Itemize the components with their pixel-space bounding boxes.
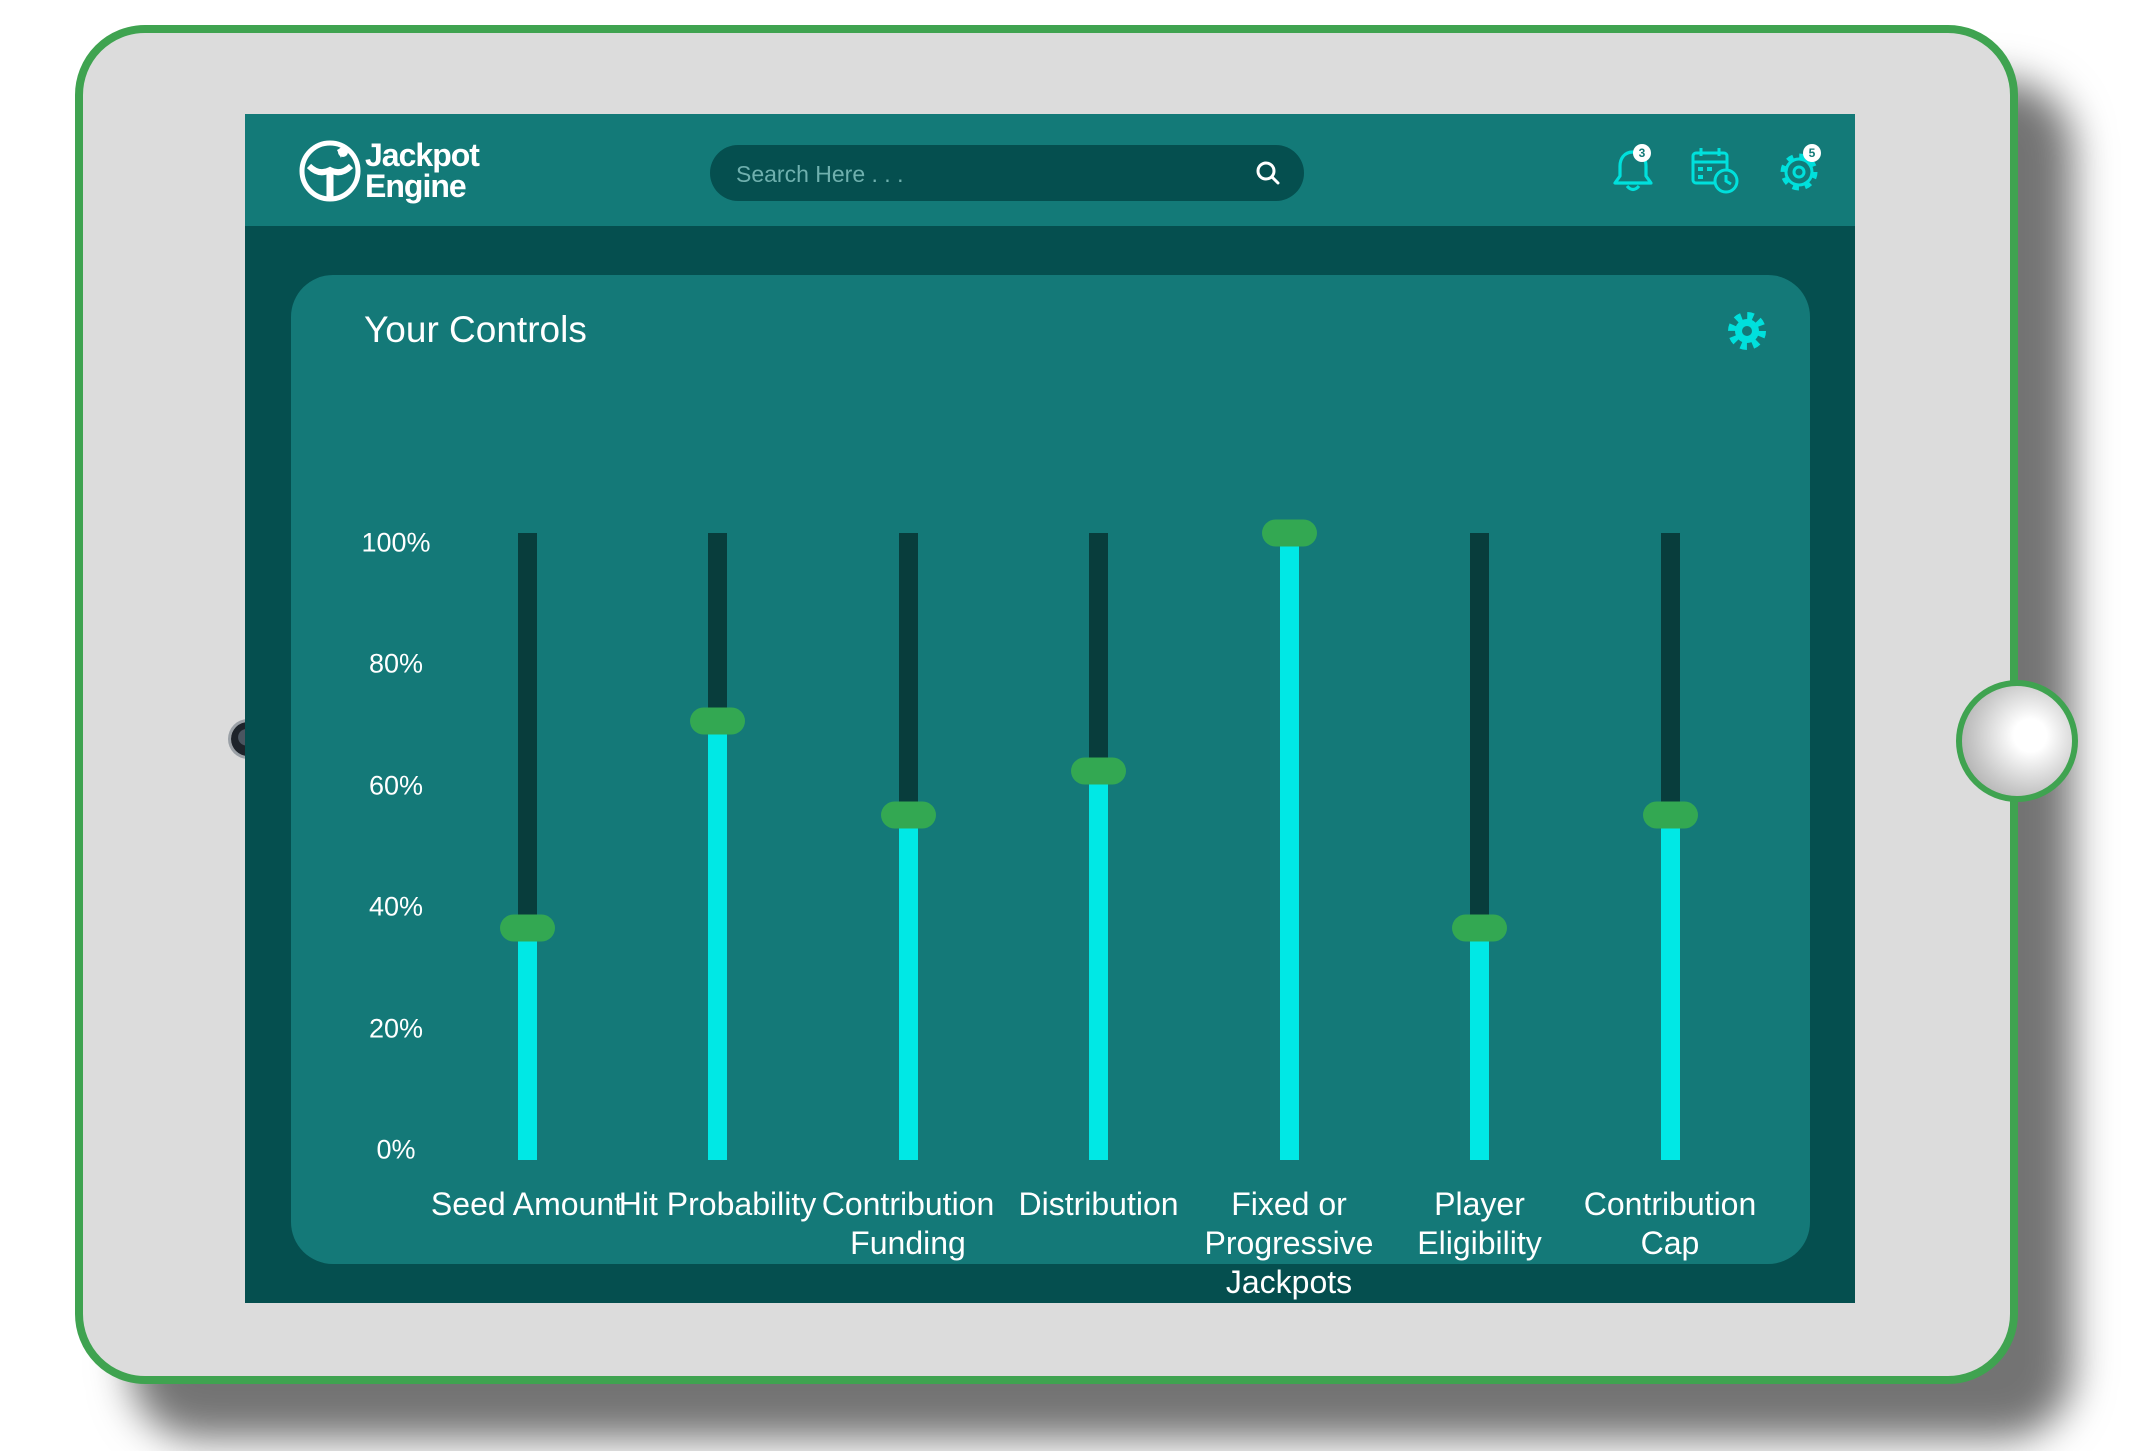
y-tick-label: 40%	[368, 891, 424, 922]
slider-label: Hit Probability	[618, 1186, 817, 1222]
slider-label: Player Eligibility	[1417, 1186, 1542, 1261]
panel-title: Your Controls	[364, 309, 587, 350]
logo-line-1: Jackpot	[365, 137, 480, 173]
slider-track[interactable]	[499, 533, 555, 1160]
calendar-clock-icon	[1691, 148, 1739, 194]
home-button[interactable]	[1956, 680, 2078, 802]
y-tick-label: 60%	[368, 770, 424, 801]
slider-label: Distribution	[1018, 1186, 1179, 1222]
slider-fill	[1279, 533, 1299, 1160]
slider-label: Seed Amount	[430, 1186, 624, 1222]
slider-track[interactable]	[1261, 519, 1317, 1160]
slider-handle[interactable]	[1071, 757, 1126, 785]
slider-handle[interactable]	[1642, 801, 1698, 829]
search-icon[interactable]	[1254, 159, 1282, 187]
header: Jackpot Engine 3	[245, 114, 1855, 226]
slider-fill	[708, 721, 727, 1160]
slider-fill	[1660, 815, 1680, 1160]
slider-fill	[517, 928, 537, 1160]
y-tick-label: 20%	[368, 1013, 424, 1044]
slider-handle[interactable]	[1452, 914, 1507, 942]
slider-track[interactable]	[880, 533, 936, 1160]
slider-track[interactable]	[1452, 533, 1507, 1160]
slider-track[interactable]	[690, 533, 745, 1160]
slider-handle[interactable]	[1261, 519, 1317, 547]
y-tick-label: 0%	[376, 1134, 416, 1165]
logo-icon	[299, 140, 361, 202]
logo[interactable]: Jackpot Engine	[299, 136, 499, 206]
slider-label: Contribution Cap	[1583, 1186, 1757, 1261]
y-tick-label: 80%	[368, 648, 424, 679]
slider-handle[interactable]	[690, 707, 745, 735]
slider-track[interactable]	[1642, 533, 1698, 1160]
search-bar	[710, 145, 1304, 201]
panel-gear-icon[interactable]	[1725, 309, 1769, 353]
settings-badge: 5	[1803, 144, 1821, 162]
slider-fill	[898, 815, 918, 1160]
logo-line-2: Engine	[365, 168, 467, 204]
controls-panel: Your Controls 100% 80% 60% 40% 20% 0% Seed Am…	[291, 275, 1810, 1300]
notifications-badge: 3	[1633, 144, 1651, 162]
slider-fill	[1470, 928, 1489, 1160]
slider-label: Contribution Funding	[821, 1186, 995, 1261]
y-tick-label: 100%	[361, 527, 431, 558]
settings-button[interactable]: 5	[1775, 144, 1827, 196]
logo-text: Jackpot Engine	[365, 137, 480, 204]
notifications-button[interactable]: 3	[1607, 144, 1659, 196]
calendar-button[interactable]	[1688, 144, 1740, 196]
slider-label: Fixed or Progressive Jackpots	[1204, 1186, 1374, 1300]
gear-icon	[1780, 153, 1818, 191]
slider-handle[interactable]	[880, 801, 936, 829]
slider-fill	[1089, 771, 1108, 1160]
slider-track[interactable]	[1071, 533, 1126, 1160]
screen: Jackpot Engine 3	[245, 114, 1855, 1303]
slider-handle[interactable]	[499, 914, 555, 942]
search-input[interactable]	[734, 153, 1238, 195]
